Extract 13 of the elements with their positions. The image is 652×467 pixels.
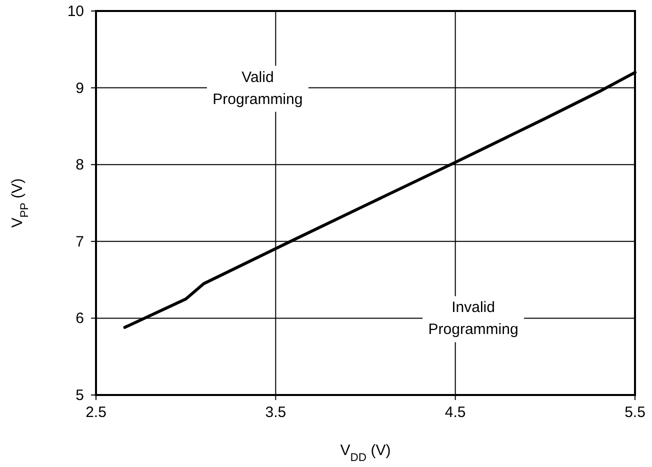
x-tick-label: 4.5 [444,404,466,421]
y-tick-label: 7 [76,233,84,250]
x-tick-label: 5.5 [624,404,646,421]
y-tick-label: 5 [76,387,84,404]
y-tick-label: 8 [76,156,84,174]
y-tick-label: 6 [76,310,84,328]
y-tick-label: 9 [76,80,84,97]
y-tick-label: 10 [67,3,84,20]
x-tick-label: 3.5 [265,404,286,421]
x-axis-title: V$_{DD}$ (V) [340,442,391,464]
annotation: Valid Programming [212,68,303,108]
x-tick-label: 2.5 [86,404,106,421]
annotation: Invalid Programming [428,299,518,338]
